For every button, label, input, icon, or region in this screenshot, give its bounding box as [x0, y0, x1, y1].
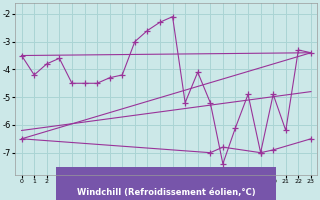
- X-axis label: Windchill (Refroidissement éolien,°C): Windchill (Refroidissement éolien,°C): [77, 188, 256, 197]
